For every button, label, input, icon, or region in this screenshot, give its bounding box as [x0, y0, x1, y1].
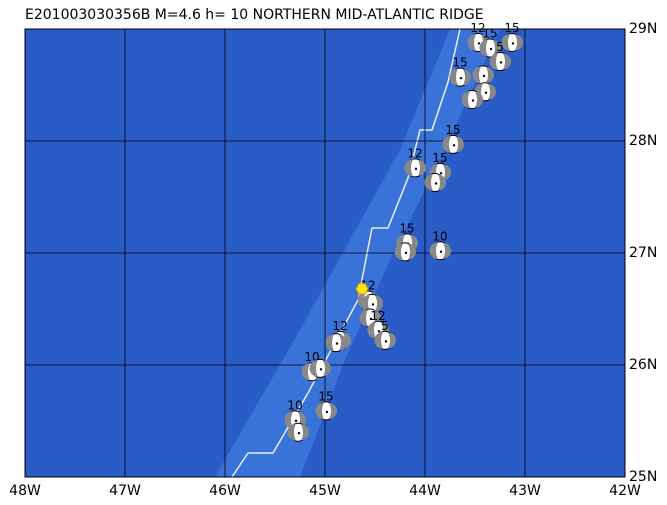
x-tick-label: 46W: [209, 483, 241, 499]
focal-mechanism: [472, 65, 494, 85]
beachball-quadrant: [489, 52, 511, 70]
beachball-quadrant: [361, 294, 383, 312]
beachball-quadrant: [472, 66, 494, 84]
depth-label: 12: [370, 309, 385, 323]
beachball-quadrant: [479, 39, 501, 57]
focal-mechanism: [429, 241, 451, 261]
y-tick-label: 28N: [629, 133, 657, 149]
depth-label: 15: [504, 21, 519, 35]
beachball-pole: [477, 42, 481, 45]
beachball-pole: [439, 250, 443, 253]
beachball-pole: [404, 251, 408, 255]
focal-mechanism: [361, 293, 383, 313]
beachball-pole: [377, 330, 381, 333]
focal-mechanism: [424, 172, 446, 192]
beachball-quadrant: [309, 359, 331, 377]
beachball-pole: [439, 172, 443, 175]
x-tick-label: 43W: [509, 483, 541, 499]
beachball-quadrant: [394, 243, 416, 261]
depth-label: 15: [445, 123, 460, 137]
depth-label: 12: [407, 146, 422, 160]
beachball-pole: [471, 99, 475, 102]
epicenter: [355, 283, 369, 295]
beachball-pole: [489, 47, 493, 51]
beachball-quadrant: [449, 68, 471, 86]
beachball-pole: [384, 340, 388, 343]
depth-label: 15: [432, 151, 447, 165]
x-tick-label: 42W: [609, 483, 641, 499]
depth-label: 10: [287, 398, 302, 412]
depth-label: 15: [399, 221, 414, 235]
y-tick-label: 25N: [629, 469, 657, 485]
focal-mechanism: [449, 67, 471, 87]
focal-mechanism: [394, 242, 416, 262]
depth-label: 12: [332, 319, 347, 333]
focal-mechanism: [479, 38, 501, 58]
beachball-quadrant: [404, 159, 426, 177]
beachball-pole: [297, 432, 301, 435]
beachball-quadrant: [374, 331, 396, 349]
focal-mechanism: [489, 51, 511, 71]
map-title: E201003030356B M=4.6 h= 10 NORTHERN MID-…: [25, 7, 484, 23]
beachball-pole: [434, 182, 438, 185]
beachball-pole: [325, 410, 329, 414]
beachball-pole: [459, 76, 463, 80]
beachball-pole: [319, 368, 323, 371]
focal-mechanism: [442, 134, 464, 154]
depth-label: 10: [432, 229, 447, 243]
beachball-quadrant: [424, 173, 446, 191]
focal-mechanism: [501, 32, 523, 52]
x-tick-label: 48W: [9, 483, 41, 499]
beachball-quadrant: [315, 402, 337, 420]
beachball-quadrant: [325, 334, 347, 352]
beachball-pole: [414, 167, 418, 171]
beachball-pole: [452, 144, 456, 147]
x-tick-label: 44W: [409, 483, 441, 499]
depth-label: 15: [482, 27, 497, 41]
focal-mechanism: [287, 422, 309, 442]
beachball-pole: [499, 61, 503, 64]
beachball-pole: [294, 419, 298, 423]
depth-label: 5: [381, 319, 389, 333]
focal-mechanism: [404, 158, 426, 178]
beachball-pole: [335, 342, 339, 345]
focal-mechanism: [461, 90, 483, 110]
beachball-pole: [482, 74, 486, 78]
x-tick-label: 47W: [109, 483, 141, 499]
y-tick-label: 26N: [629, 357, 657, 373]
focal-mechanism: [325, 333, 347, 353]
y-tick-label: 27N: [629, 245, 657, 261]
beachball-quadrant: [429, 242, 451, 260]
focal-mechanism: [315, 401, 337, 421]
beachball-pole: [511, 42, 515, 45]
beachball-pole: [371, 303, 375, 306]
y-tick-label: 29N: [629, 21, 657, 37]
depth-label: 5: [496, 40, 504, 54]
beachball-quadrant: [501, 33, 523, 51]
beachball-quadrant: [461, 91, 483, 109]
focal-mechanism: [374, 330, 396, 350]
x-tick-label: 45W: [309, 483, 341, 499]
plate-boundary: [231, 28, 461, 478]
beachball-quadrant: [442, 135, 464, 153]
focal-mechanism: [309, 358, 331, 378]
depth-label: 15: [318, 389, 333, 403]
depth-label: 12: [470, 21, 485, 35]
beachball-pole: [484, 91, 488, 94]
beachball-quadrant: [287, 423, 309, 441]
beachball-pole: [369, 317, 373, 321]
depth-label: 15: [452, 56, 467, 70]
